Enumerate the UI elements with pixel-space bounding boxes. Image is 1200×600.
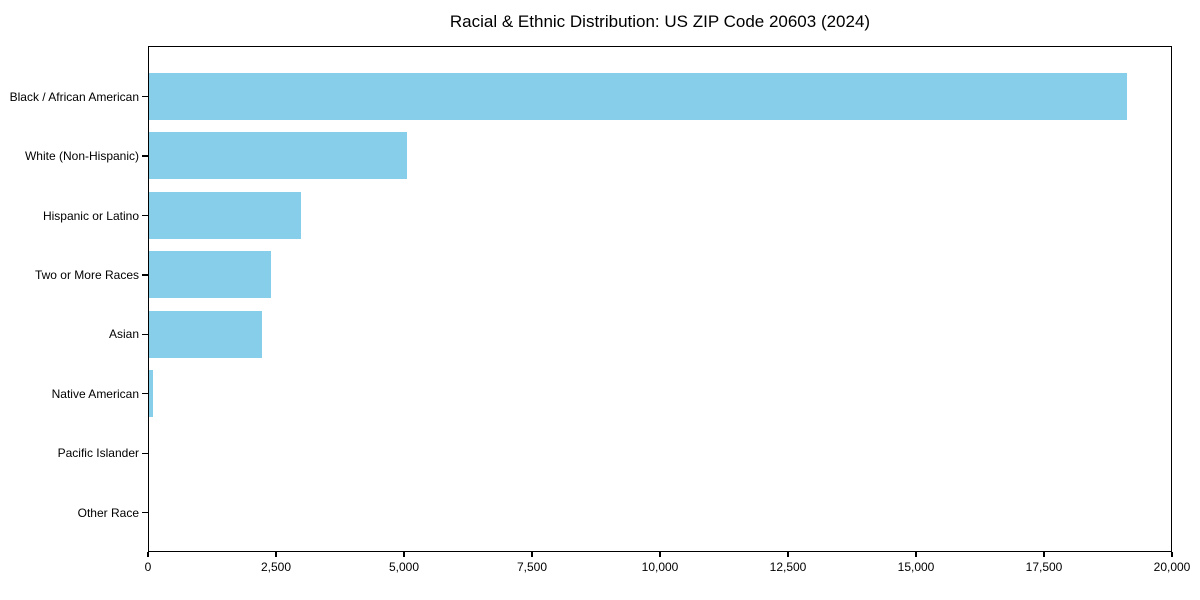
bar	[149, 132, 407, 180]
x-tick-label: 15,000	[897, 560, 935, 574]
x-tick-mark	[403, 552, 405, 557]
x-tick-label: 17,500	[1025, 560, 1063, 574]
y-tick-mark	[142, 452, 148, 454]
y-tick-mark	[142, 512, 148, 514]
y-tick-label: Other Race	[77, 505, 139, 520]
x-tick-label: 20,000	[1153, 560, 1191, 574]
x-tick-label: 5,000	[388, 560, 420, 574]
y-tick-label: Black / African American	[9, 89, 139, 104]
y-tick-mark	[142, 274, 148, 276]
x-tick-mark	[275, 552, 277, 557]
y-tick-label: Hispanic or Latino	[42, 208, 139, 223]
y-tick-mark	[142, 155, 148, 157]
chart-title: Racial & Ethnic Distribution: US ZIP Cod…	[449, 12, 871, 31]
x-tick-mark	[1171, 552, 1173, 557]
bar	[149, 72, 1127, 120]
y-tick-label: Asian	[108, 327, 139, 342]
x-tick-label: 7,500	[516, 560, 548, 574]
y-tick-label: Two or More Races	[34, 267, 139, 282]
x-tick-mark	[787, 552, 789, 557]
y-tick-mark	[142, 393, 148, 395]
x-tick-label: 10,000	[641, 560, 679, 574]
y-tick-label: Native American	[51, 386, 139, 401]
x-tick-label: 0	[144, 560, 152, 574]
bar	[149, 251, 271, 299]
x-tick-mark	[659, 552, 661, 557]
y-tick-mark	[142, 96, 148, 98]
x-tick-mark	[531, 552, 533, 557]
y-tick-label: White (Non-Hispanic)	[24, 149, 139, 164]
bar	[149, 370, 154, 418]
bar	[149, 310, 263, 358]
x-tick-label: 12,500	[769, 560, 807, 574]
y-tick-mark	[142, 333, 148, 335]
plot-area	[148, 46, 1172, 552]
bar	[149, 191, 302, 239]
x-tick-label: 2,500	[260, 560, 292, 574]
x-tick-mark	[915, 552, 917, 557]
y-tick-mark	[142, 214, 148, 217]
x-tick-mark	[1043, 552, 1045, 557]
x-tick-mark	[147, 552, 149, 557]
y-tick-label: Pacific Islander	[57, 446, 139, 461]
